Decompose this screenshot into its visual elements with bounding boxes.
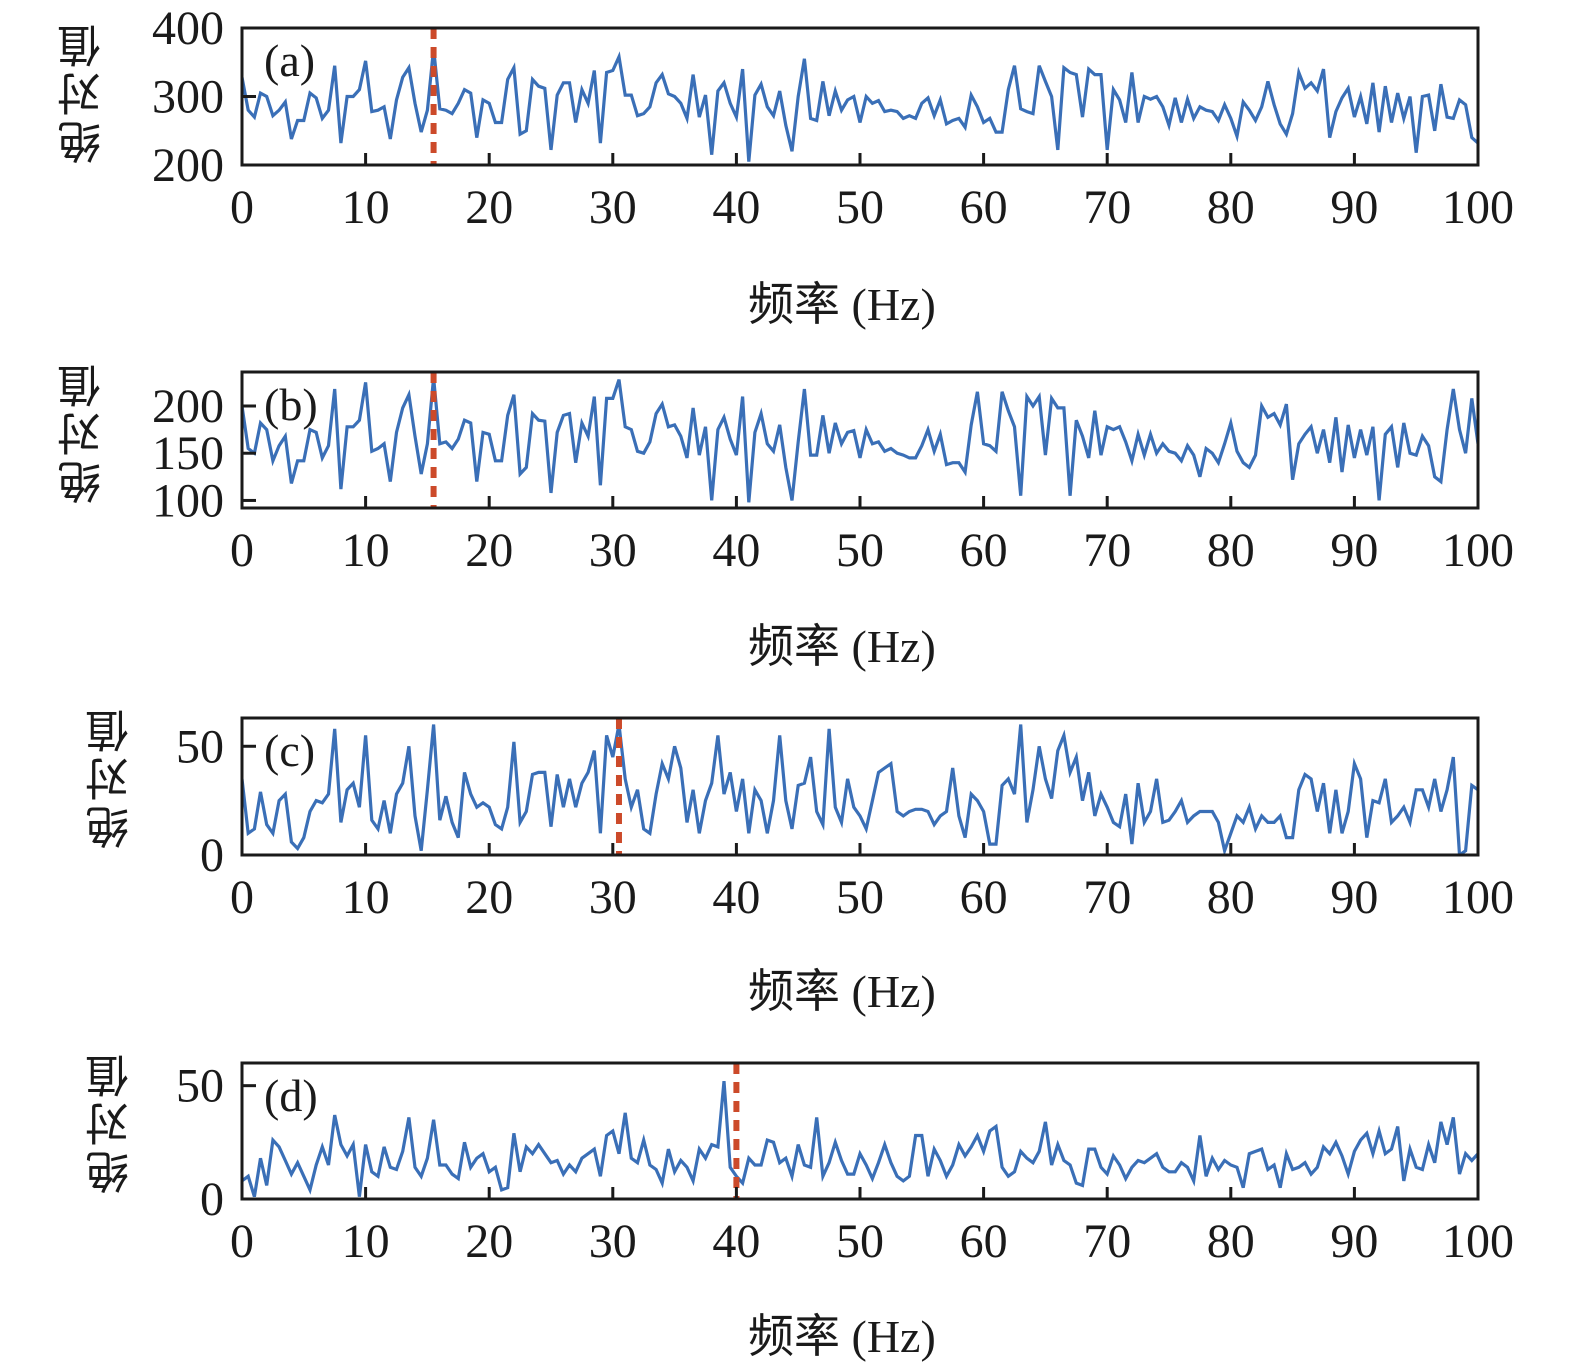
x-tick-label: 70 — [1083, 524, 1131, 577]
x-tick-label: 40 — [712, 871, 760, 924]
x-tick-label: 70 — [1083, 181, 1131, 234]
x-tick-label: 90 — [1330, 524, 1378, 577]
x-tick-label: 20 — [465, 524, 513, 577]
x-tick-label: 70 — [1083, 1215, 1131, 1268]
x-tick-label: 100 — [1442, 1215, 1514, 1268]
x-tick-label: 50 — [836, 1215, 884, 1268]
y-tick-label: 200 — [152, 380, 224, 433]
x-tick-label: 20 — [465, 871, 513, 924]
x-tick-label: 40 — [712, 181, 760, 234]
x-tick-label: 100 — [1442, 524, 1514, 577]
x-tick-label: 0 — [230, 1215, 254, 1268]
panel-tag: (b) — [264, 379, 318, 430]
x-tick-label: 20 — [465, 1215, 513, 1268]
y-tick-label: 150 — [152, 427, 224, 480]
y-tick-label: 100 — [152, 474, 224, 527]
x-tick-label: 80 — [1207, 524, 1255, 577]
x-tick-label: 60 — [960, 871, 1008, 924]
x-tick-label: 60 — [960, 524, 1008, 577]
x-tick-label: 90 — [1330, 871, 1378, 924]
y-tick-label: 300 — [152, 71, 224, 124]
x-tick-label: 80 — [1207, 181, 1255, 234]
x-tick-label: 70 — [1083, 871, 1131, 924]
x-tick-label: 50 — [836, 524, 884, 577]
x-tick-label: 20 — [465, 181, 513, 234]
x-tick-label: 10 — [342, 524, 390, 577]
x-tick-label: 100 — [1442, 871, 1514, 924]
x-tick-label: 10 — [342, 181, 390, 234]
x-tick-label: 0 — [230, 871, 254, 924]
axes-frame — [240, 1061, 1480, 1201]
spectrum-line — [242, 377, 1478, 503]
y-tick-label: 200 — [152, 139, 224, 192]
x-tick-label: 30 — [589, 871, 637, 924]
chart-panel-a: 绝对值 0 10 20 30 40 50 60 70 80 90 100 200 300 400 (a) 频… — [0, 0, 1575, 330]
x-axis-label: 频率 (Hz) — [748, 966, 936, 1017]
x-axis-label: 频率 (Hz) — [748, 621, 936, 672]
x-tick-label: 30 — [589, 524, 637, 577]
panel-tag: (c) — [264, 725, 315, 776]
plot-area: 0 10 20 30 40 50 60 70 80 90 100 0 50 (c) — [176, 716, 1514, 924]
x-axis-label: 频率 (Hz) — [748, 1311, 936, 1362]
spectrum-line — [242, 1080, 1478, 1198]
plot-area: 0 10 20 30 40 50 60 70 80 90 100 200 300 400 (a) — [152, 2, 1514, 234]
x-axis-label: 频率 (Hz) — [748, 279, 936, 330]
x-tick-label: 50 — [836, 181, 884, 234]
spectrum-line — [242, 724, 1478, 855]
y-tick-label: 0 — [200, 1173, 224, 1226]
x-tick-label: 0 — [230, 524, 254, 577]
y-tick-label: 0 — [200, 829, 224, 882]
x-tick-label: 80 — [1207, 1215, 1255, 1268]
x-tick-label: 30 — [589, 1215, 637, 1268]
x-tick-label: 100 — [1442, 181, 1514, 234]
x-tick-label: 0 — [230, 181, 254, 234]
panel-tag: (a) — [264, 35, 315, 86]
chart-panel-b: 绝对值 0 10 20 30 40 50 60 70 80 90 100 100 150 200 (b) 频… — [58, 360, 1514, 672]
panel-tag: (d) — [264, 1070, 318, 1121]
x-tick-label: 30 — [589, 181, 637, 234]
spectrum-line — [242, 48, 1478, 162]
chart-panel-c: 绝对值 0 10 20 30 40 50 60 70 80 90 100 0 50 (c) 频率 (Hz) — [86, 705, 1514, 1017]
x-tick-label: 10 — [342, 1215, 390, 1268]
x-tick-label: 40 — [712, 524, 760, 577]
x-tick-label: 50 — [836, 871, 884, 924]
x-tick-label: 90 — [1330, 1215, 1378, 1268]
x-tick-label: 40 — [712, 1215, 760, 1268]
x-tick-label: 60 — [960, 1215, 1008, 1268]
x-tick-label: 10 — [342, 871, 390, 924]
y-tick-label: 400 — [152, 2, 224, 55]
y-tick-label: 50 — [176, 720, 224, 773]
x-tick-label: 90 — [1330, 181, 1378, 234]
x-tick-label: 80 — [1207, 871, 1255, 924]
y-tick-label: 50 — [176, 1060, 224, 1113]
x-tick-label: 60 — [960, 181, 1008, 234]
